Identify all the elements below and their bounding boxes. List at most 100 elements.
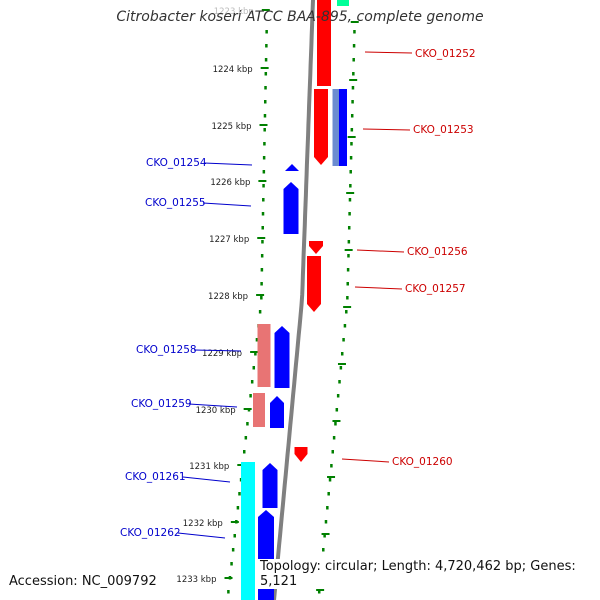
gene-label: CKO_01261 [125,471,186,483]
ruler-dot [336,394,340,398]
gene-label: CKO_01253 [413,124,474,136]
gene-arrow-cko-01258 [274,326,290,388]
gene-arrow-cko-01255 [283,182,299,234]
ruler-dot [322,548,325,552]
ruler-dot [342,338,345,342]
tick-label: 1231 kbp [189,462,229,472]
ruler-dot [317,590,321,594]
gene-leader-line [362,128,411,131]
ruler-dot [323,534,326,538]
ruler-dot [343,324,347,328]
gene-arrow-cko-01256 [309,241,323,254]
gene-leader-line [193,349,242,352]
gene-label: CKO_01257 [405,283,466,295]
ruler-dot [265,44,268,48]
gene-label: CKO_01256 [407,246,468,258]
gene-leader-line [341,458,390,463]
gene-arrow-cko-01252 [317,0,331,86]
gene-label: CKO_01254 [146,157,207,169]
ruler-dot [350,114,354,118]
ruler-dot [348,198,352,202]
gene-label: CKO_01260 [392,456,453,468]
ruler-dot [261,240,264,244]
ruler-dot [258,310,262,314]
ruler-dot [264,86,267,90]
ruler-dot [352,72,355,76]
genome-backbone [271,0,316,600]
ruler-dot [264,72,268,76]
ruler-dot [349,170,352,174]
ruler-dot [348,212,351,216]
ruler-dot [353,30,356,34]
ruler-dot [238,492,241,496]
ruler-dot [227,590,230,594]
gene-label: CKO_01258 [136,344,197,356]
ruler-dot [243,450,246,454]
topology-label: Topology: circular; Length: 4,720,462 bp… [258,559,600,589]
ruler-dot [261,226,264,230]
gene-leader-line [364,51,413,54]
ruler-dot [231,548,235,552]
ruler-dot [324,520,328,524]
tick-label: 1223 kbp [214,7,254,17]
ruler-dot [260,254,264,258]
ruler-dot [252,366,256,370]
gene-arrow-cko-01261 [262,463,278,508]
ruler-dot [332,436,336,440]
ruler-dot [350,142,353,146]
gene-arrow-shade [332,89,340,166]
ruler-dot [263,142,266,146]
gene-arrow-reverse-1253b [339,89,347,166]
tick-label: 1224 kbp [213,65,253,75]
gene-leader-line [202,202,252,207]
ruler-dot [264,100,267,104]
ruler-dot [346,282,349,286]
gene-label: CKO_01255 [145,197,206,209]
ruler-dot [338,380,341,384]
ruler-dot [254,352,257,356]
ruler-dot [347,240,351,244]
ruler-dot [263,128,266,132]
accession-label: Accession: NC_009792 [7,574,159,589]
rna-feature-top [337,0,349,6]
ruler-dot [236,506,240,510]
gene-leader-line [182,476,231,483]
ruler-dot [349,184,352,188]
ruler-dot [262,170,266,174]
ruler-dot [265,30,268,34]
ruler-dot [327,492,330,496]
ruler-dot [260,282,263,286]
gene-label: CKO_01262 [120,527,181,539]
tick-label: 1227 kbp [209,235,249,245]
ruler-dot [246,422,249,426]
gene-label: CKO_01259 [131,398,192,410]
ruler-dot [244,436,248,440]
ruler-dot [346,268,350,272]
ruler-dot [328,478,332,482]
ruler-dot [347,254,350,258]
gene-label: CKO_01252 [415,48,476,60]
gene-arrow-cko-01259 [270,396,284,428]
tick-label: 1232 kbp [183,519,223,529]
gene-arrow-cko-01254 [285,164,299,171]
tick-label: 1228 kbp [208,292,248,302]
ruler-dot [339,366,343,370]
gene-arrow-cko-01260 [294,447,308,462]
ruler-dot [346,296,349,300]
gene-leader-line [203,162,253,166]
ruler-dot [233,534,236,538]
tick-label: 1230 kbp [196,406,236,416]
tick-label: 1233 kbp [176,575,216,585]
ruler-dot [230,562,233,566]
tick-label: 1229 kbp [202,349,242,359]
ruler-dot [260,268,264,272]
ruler-dot [331,450,334,454]
ruler-dot [340,352,344,356]
tick-label: 1225 kbp [211,122,251,132]
gene-leader-line [356,249,405,253]
ruler-dot [260,296,263,300]
gene-arrow-cko-01253 [314,89,328,165]
ruler-dot [263,114,267,118]
gene-arrow-cko-01257 [307,256,321,312]
